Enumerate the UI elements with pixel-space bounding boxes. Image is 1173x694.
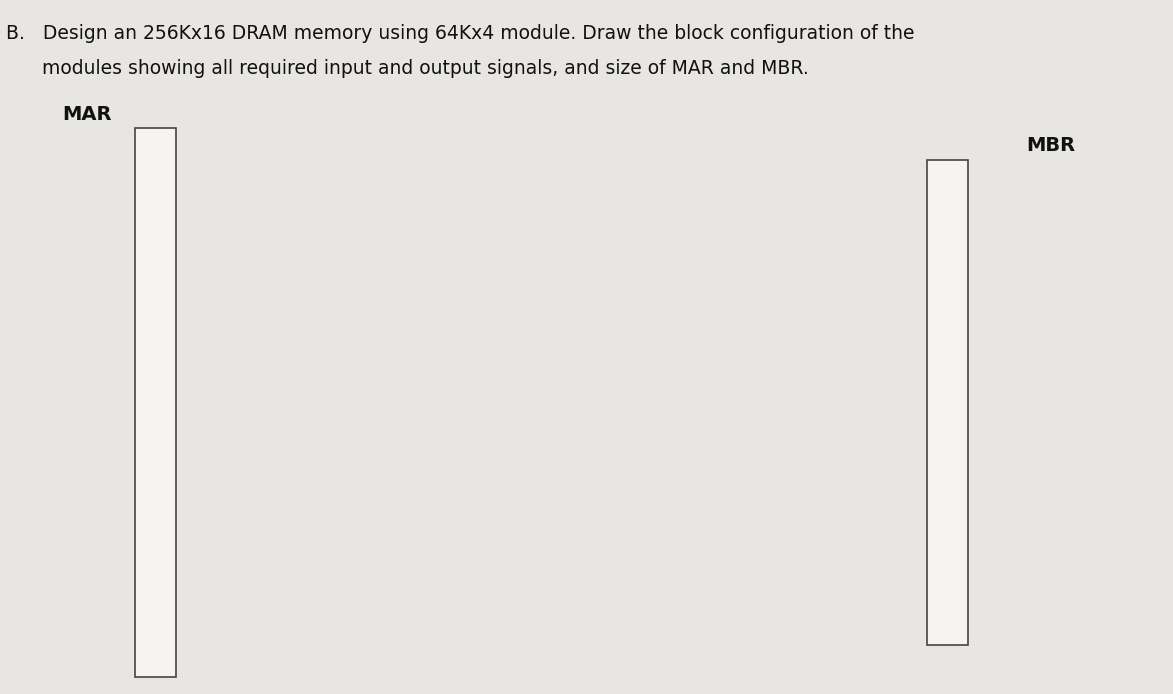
Bar [927,160,968,645]
Text: MBR: MBR [1026,136,1076,155]
Text: B.   Design an 256Kx16 DRAM memory using 64Kx4 module. Draw the block configurat: B. Design an 256Kx16 DRAM memory using 6… [6,24,915,43]
Text: modules showing all required input and output signals, and size of MAR and MBR.: modules showing all required input and o… [6,59,808,78]
Bar [135,128,176,677]
Text: MAR: MAR [62,105,111,124]
